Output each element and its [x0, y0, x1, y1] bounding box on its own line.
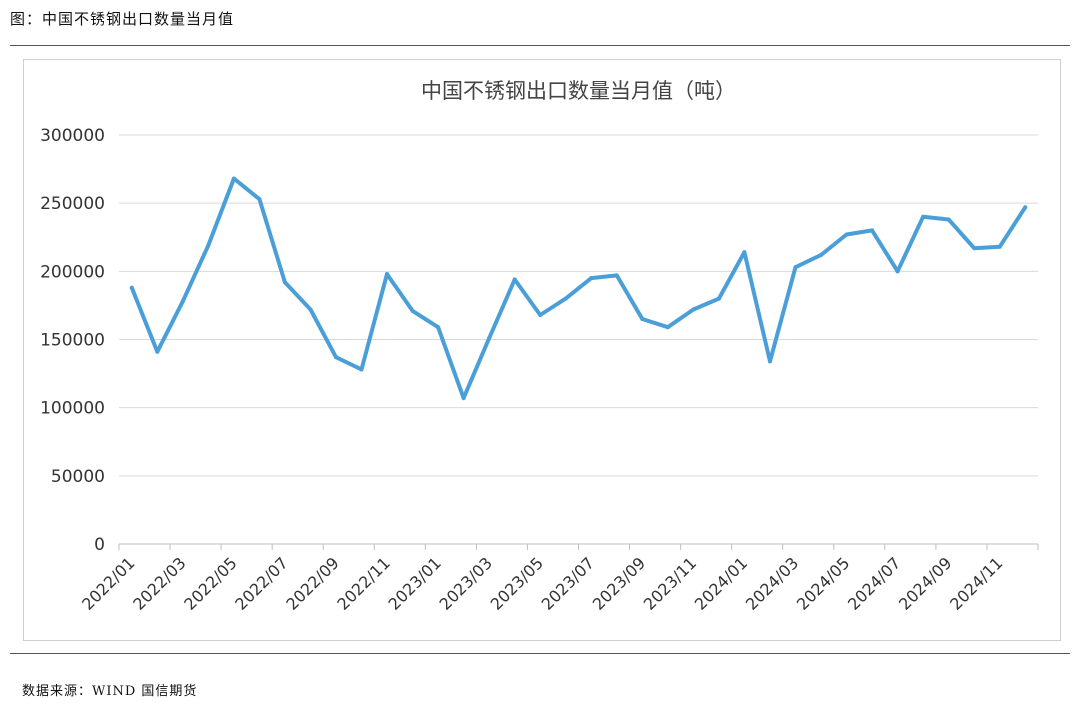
data-point [359, 367, 364, 372]
data-point [665, 325, 670, 330]
x-tick-label: 2024/07 [844, 553, 904, 613]
data-point [129, 285, 134, 290]
data-point [385, 272, 390, 277]
data-point [895, 269, 900, 274]
data-point [716, 296, 721, 301]
y-tick-label: 150000 [40, 331, 105, 351]
line-chart: 中国不锈钢出口数量当月值（吨） 0 50000 100000 150000 200000 2… [40, 79, 1039, 614]
x-tick-label: 2024/03 [742, 553, 802, 613]
series-line [129, 176, 1028, 401]
bottom-divider [10, 653, 1070, 654]
data-point [333, 355, 338, 360]
x-tick-label: 2023/01 [384, 553, 444, 613]
data-point [257, 197, 262, 202]
x-tick-label: 2023/03 [436, 553, 496, 613]
data-point [997, 244, 1002, 249]
x-tick-label: 2024/01 [691, 553, 751, 613]
y-tick-label: 200000 [40, 262, 105, 282]
chart-frame: 中国不锈钢出口数量当月值（吨） 0 50000 100000 150000 200000 2… [23, 59, 1061, 641]
data-point [461, 396, 466, 401]
data-point [206, 243, 211, 248]
data-point [1023, 205, 1028, 210]
x-tick-label: 2023/07 [538, 553, 598, 613]
x-tick-label: 2022/05 [180, 553, 240, 613]
data-point [614, 273, 619, 278]
data-point [410, 308, 415, 313]
x-tick-label: 2024/09 [895, 553, 955, 613]
data-point [972, 246, 977, 251]
data-point [538, 312, 543, 317]
data-point [180, 299, 185, 304]
data-point [282, 280, 287, 285]
data-point [742, 250, 747, 255]
data-point [767, 359, 772, 364]
data-point [308, 307, 313, 312]
x-tick-label: 2022/03 [129, 553, 189, 613]
data-point [512, 277, 517, 282]
data-point [921, 214, 926, 219]
data-point [946, 217, 951, 222]
top-divider [10, 45, 1070, 46]
x-tick-label: 2022/07 [231, 553, 291, 613]
data-point [487, 336, 492, 341]
x-tick-label: 2022/09 [282, 553, 342, 613]
data-point [436, 325, 441, 330]
y-tick-label: 250000 [40, 194, 105, 214]
y-tick-label: 300000 [40, 126, 105, 146]
data-source: 数据来源：WIND 国信期货 [22, 684, 198, 699]
figure-caption: 图：中国不锈钢出口数量当月值 [10, 10, 235, 28]
data-point [793, 265, 798, 270]
x-tick-label: 2023/11 [640, 553, 700, 613]
y-tick-label: 50000 [51, 467, 105, 487]
data-point [640, 317, 645, 322]
x-tick-label: 2024/11 [946, 553, 1006, 613]
data-point [563, 296, 568, 301]
x-tick-label: 2024/05 [793, 553, 853, 613]
x-tick-label: 2023/05 [487, 553, 547, 613]
data-point [819, 252, 824, 257]
data-point [870, 228, 875, 233]
y-tick-label: 100000 [40, 399, 105, 419]
chart-title: 中国不锈钢出口数量当月值（吨） [421, 79, 736, 103]
x-tick-label: 2022/11 [333, 553, 393, 613]
data-point [231, 176, 236, 181]
data-point [844, 232, 849, 237]
x-tick-label: 2023/09 [589, 553, 649, 613]
y-tick-label: 0 [94, 535, 105, 555]
x-tick-label: 2022/01 [78, 553, 138, 613]
data-point [589, 276, 594, 281]
data-point [691, 307, 696, 312]
data-point [155, 349, 160, 354]
